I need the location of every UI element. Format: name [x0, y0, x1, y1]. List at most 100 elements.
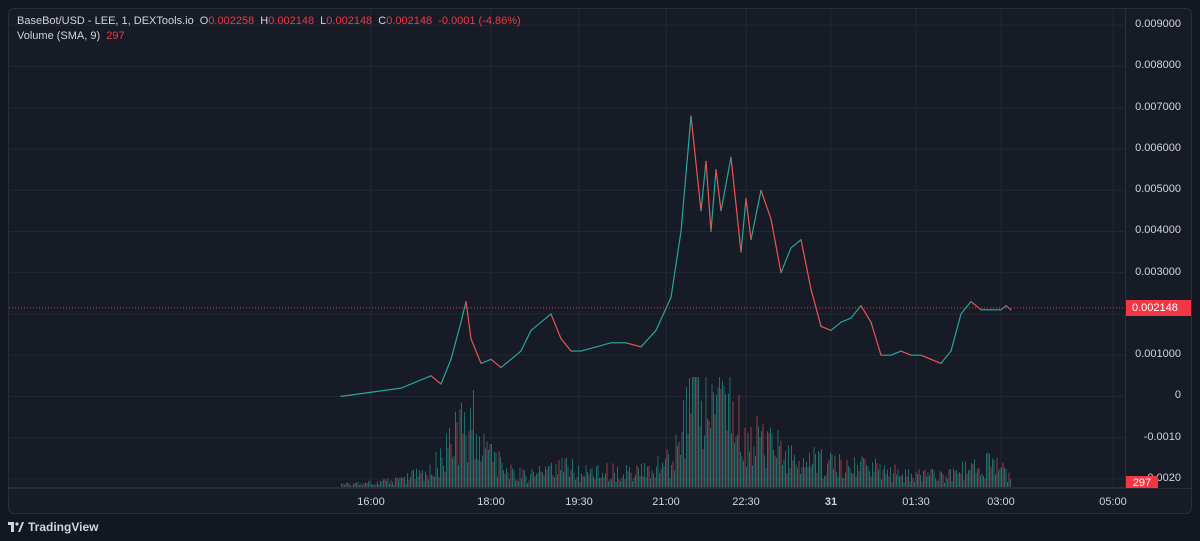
price-point: [940, 362, 942, 365]
price-segment: [700, 161, 707, 211]
price-point: [520, 350, 522, 352]
volume-bar: [933, 470, 935, 487]
volume-bar: [500, 456, 501, 487]
volume-bar: [909, 481, 911, 487]
volume-bar: [927, 471, 929, 487]
volume-bar: [770, 427, 771, 487]
volume-bar: [843, 478, 845, 487]
volume-bar: [983, 475, 984, 487]
volume-bar: [872, 462, 873, 487]
time-axis[interactable]: 16:00 18:00 19:30 21:00 22:30 31 01:30 03:00 05:…: [8, 488, 1192, 514]
volume-bar: [897, 469, 899, 487]
volume-bar: [957, 473, 959, 487]
volume-bar: [612, 463, 614, 487]
volume-bar: [632, 481, 633, 487]
volume-bar: [833, 468, 834, 487]
volume-bar: [1008, 472, 1010, 487]
volume-bar: [599, 477, 600, 487]
volume-bar: [831, 454, 833, 487]
volume-bar: [521, 478, 522, 487]
volume-bar: [512, 468, 513, 487]
volume-bar: [834, 455, 836, 487]
volume-bar: [536, 473, 537, 487]
volume-bar: [666, 449, 668, 487]
price-point: [950, 350, 952, 352]
price-tick: 0.004000: [1135, 224, 1181, 237]
price-segment: [715, 169, 722, 211]
volume-bar: [870, 476, 872, 487]
volume-bar: [650, 478, 651, 487]
volume-bar: [948, 469, 950, 487]
price-scale[interactable]: 0.009000 0.008000 0.007000 0.006000 0.005000…: [1125, 8, 1192, 488]
price-chart-canvas[interactable]: [9, 9, 1125, 488]
price-point: [475, 350, 477, 352]
volume-bar: [894, 464, 896, 487]
symbol-title[interactable]: BaseBot/USD - LEE, 1, DEXTools.io: [17, 15, 194, 27]
volume-bar: [491, 443, 492, 487]
volume-bar: [615, 481, 617, 487]
price-segment: [430, 375, 442, 385]
volume-bar: [555, 464, 557, 487]
volume-bar: [947, 478, 948, 487]
volume-bar: [687, 433, 689, 487]
tradingview-brand[interactable]: TradingView: [8, 519, 98, 535]
price-segment: [625, 342, 642, 348]
volume-bar: [560, 470, 561, 487]
chart-pane[interactable]: BaseBot/USD - LEE, 1, DEXTools.io O0.002…: [8, 8, 1125, 488]
volume-bar: [357, 481, 359, 487]
price-segment: [680, 115, 692, 232]
price-segment: [830, 321, 842, 331]
volume-bar: [699, 426, 701, 487]
volume-bar: [825, 474, 827, 487]
volume-bar: [728, 393, 729, 487]
price-point: [1010, 309, 1012, 311]
volume-bar: [665, 458, 666, 487]
price-point: [760, 189, 762, 191]
price-point: [810, 288, 812, 290]
volume-bar: [404, 476, 405, 487]
volume-bar: [656, 466, 657, 487]
volume-bar: [594, 479, 596, 487]
volume-bar: [794, 454, 795, 487]
volume-bar: [827, 463, 828, 487]
volume-bar: [686, 387, 687, 487]
price-point: [910, 354, 912, 356]
price-segment: [850, 305, 862, 319]
volume-bar: [639, 476, 641, 487]
volume-bar: [791, 445, 792, 487]
price-segment: [340, 391, 372, 397]
last-price-tag: 0.002148: [1126, 299, 1191, 316]
price-point: [450, 358, 452, 360]
volume-bar: [891, 481, 893, 487]
volume-bar: [701, 400, 702, 487]
volume-bar: [623, 474, 624, 487]
volume-bar: [707, 418, 708, 487]
price-tick: 0.009000: [1135, 18, 1181, 31]
volume-bar: [356, 482, 357, 487]
volume-bar: [875, 458, 876, 487]
volume-bar: [986, 453, 987, 487]
volume-label[interactable]: Volume (SMA, 9): [17, 30, 101, 42]
volume-bar: [684, 458, 686, 487]
volume-bar: [848, 466, 849, 487]
volume-bar: [744, 427, 746, 487]
price-segment: [400, 375, 432, 389]
volume-bar: [713, 392, 714, 487]
volume-bar: [840, 459, 842, 487]
price-segment: [745, 198, 752, 240]
volume-bar: [981, 473, 983, 487]
volume-bar: [422, 470, 423, 487]
volume-bar: [746, 466, 747, 487]
volume-bar: [363, 483, 365, 487]
volume-bar: [861, 456, 863, 487]
time-tick: 22:30: [732, 496, 760, 508]
volume-bar: [630, 472, 632, 487]
volume-bar: [534, 476, 536, 487]
volume-bar: [867, 466, 869, 487]
price-point: [890, 354, 892, 356]
volume-bar: [474, 459, 476, 487]
volume-bar: [972, 464, 974, 487]
volume-bar: [755, 456, 756, 487]
volume-bar: [942, 474, 944, 487]
